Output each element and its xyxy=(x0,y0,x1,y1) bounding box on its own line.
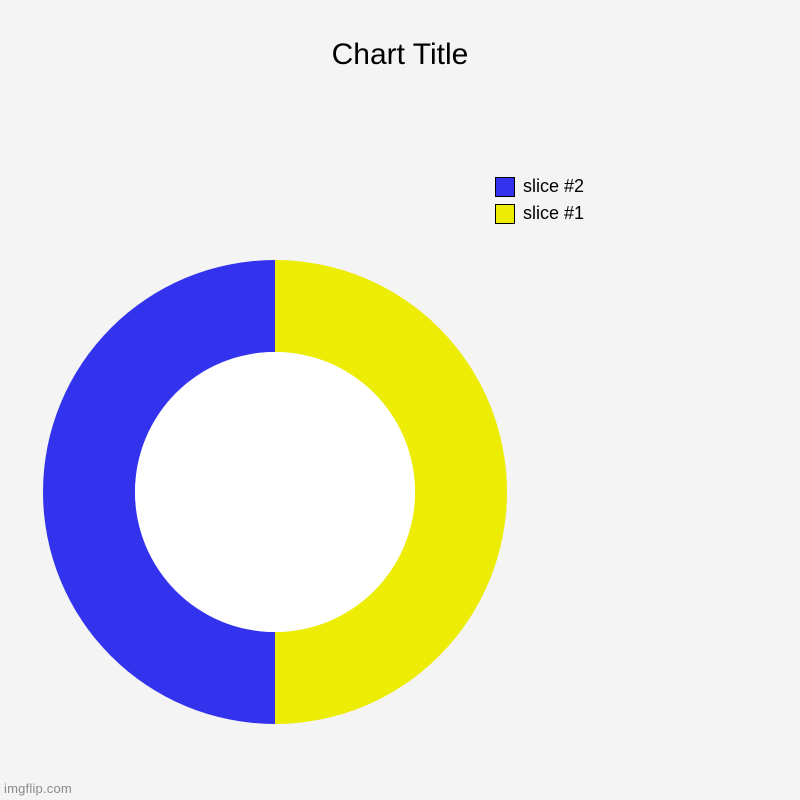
donut-svg xyxy=(0,0,800,800)
chart-container: Chart Title slice #2slice #1 imgflip.com xyxy=(0,0,800,800)
donut-chart xyxy=(0,0,800,800)
watermark: imgflip.com xyxy=(4,781,72,796)
legend: slice #2 slice #1 xyxy=(495,176,584,230)
legend-item: slice #2 xyxy=(495,176,584,197)
legend-label: slice #2 xyxy=(523,176,584,197)
legend-label: slice #1 xyxy=(523,203,584,224)
legend-swatch xyxy=(495,177,515,197)
legend-item: slice #1 xyxy=(495,203,584,224)
donut-hole xyxy=(135,352,415,632)
legend-swatch xyxy=(495,204,515,224)
